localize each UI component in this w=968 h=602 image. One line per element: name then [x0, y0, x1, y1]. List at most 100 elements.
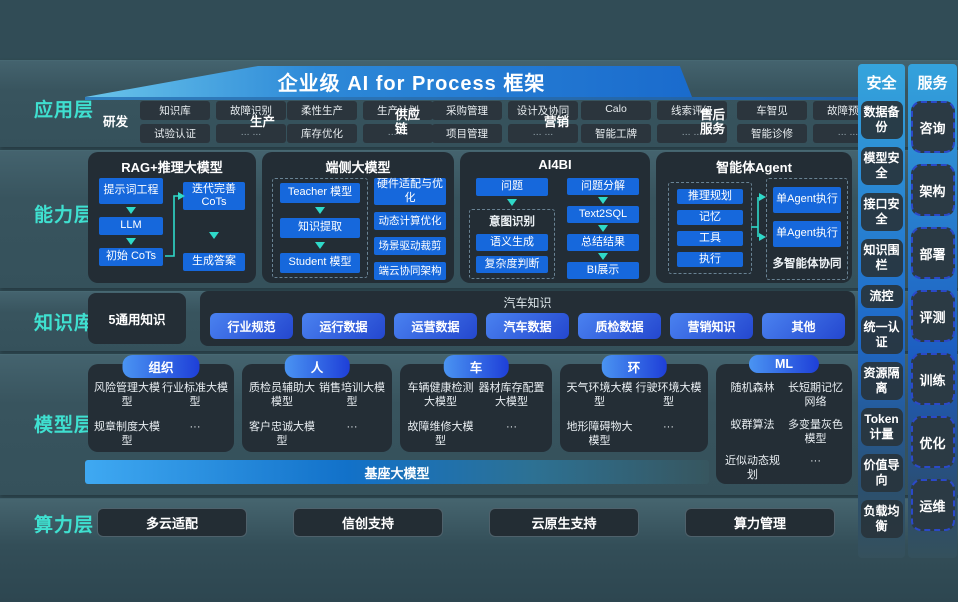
model-item-more: ···: [346, 420, 358, 433]
app-chip-more: ... ...: [216, 124, 286, 143]
security-item: 知识围栏: [860, 239, 903, 277]
label-knowledge-layer: 知识库: [34, 313, 95, 334]
edge-feature: 场景驱动裁剪: [374, 237, 446, 255]
app-chip-grid: Calo 线索评级 智能工牌 ... ...: [581, 101, 727, 143]
security-item: Token计量: [860, 408, 903, 446]
auto-knowledge-title: 汽车知识: [503, 296, 552, 310]
rag-step: 提示词工程: [99, 178, 163, 204]
model-item: 器材库存配置大模型: [478, 382, 545, 409]
model-group-environment: 环 天气环境大模型 行驶环境大模型 地形障碍物大模型 ···: [560, 355, 708, 452]
rag-step: LLM: [99, 217, 163, 235]
knowledge-pill: 运营数据: [394, 313, 477, 339]
security-item: 数据备份: [860, 101, 903, 139]
knowledge-pill: 其他: [762, 313, 845, 339]
app-chip: 故障识别: [216, 101, 286, 120]
app-chip-more: ... ...: [508, 124, 578, 143]
service-item: 评测: [910, 290, 955, 342]
app-chip: 库存优化: [287, 124, 357, 143]
arrow-down-icon: [315, 207, 325, 214]
arrow-down-icon: [126, 238, 136, 245]
banner-underline: [85, 97, 858, 100]
model-item-more: ···: [189, 420, 201, 433]
base-model-bar: 基座大模型: [85, 460, 709, 484]
app-chip: 采购管理: [432, 101, 502, 120]
general-knowledge-box: 5通用知识: [88, 293, 186, 344]
arrow-down-icon: [507, 199, 517, 206]
edge-feature: 硬件适配与优化: [374, 178, 446, 205]
label-capability-layer: 能力层: [34, 205, 95, 226]
model-item: 质检员辅助大模型: [249, 382, 315, 409]
model-item: 车辆健康检测大模型: [407, 382, 474, 409]
agent-executor: 单Agent执行: [773, 221, 841, 247]
app-chip-more: ... ...: [657, 124, 727, 143]
app-chip: 设计及协同: [508, 101, 578, 120]
agent-component: 记忆: [677, 210, 743, 225]
knowledge-pill: 营销知识: [670, 313, 753, 339]
model-item: 风险管理大模型: [94, 382, 160, 409]
security-item: 模型安全: [860, 147, 903, 185]
app-chip: 柔性生产: [287, 101, 357, 120]
arrow-down-icon: [598, 197, 608, 204]
app-group-marketing: 营销 Calo 线索评级 智能工牌 ... ...: [544, 101, 727, 143]
model-group-name: 车: [443, 355, 509, 378]
model-group-name: 组织: [122, 355, 200, 378]
service-item: 架构: [910, 164, 955, 216]
model-item-more: ···: [506, 420, 517, 433]
edge-pipeline-step: 知识提取: [280, 218, 360, 238]
model-group-organization: 组织 风险管理大模型 行业标准大模型 规章制度大模型 ···: [88, 355, 234, 452]
app-group-name: 生产: [250, 114, 276, 129]
ai4bi-step: 总结结果: [567, 234, 639, 251]
multi-agent-caption: 多智能体协同: [772, 258, 842, 270]
arrow-down-icon: [209, 232, 219, 239]
app-chip: 项目管理: [432, 124, 502, 143]
app-group-supply-chain: 供应链 采购管理 设计及协同 项目管理 ... ...: [395, 101, 578, 143]
security-item: 价值导向: [860, 454, 903, 492]
arrow-down-icon: [598, 225, 608, 232]
compute-chip: 多云适配: [97, 508, 247, 537]
model-item: 销售培训大模型: [319, 382, 385, 409]
intent-item: 复杂度判断: [476, 256, 548, 273]
app-chip: 智能工牌: [581, 124, 651, 143]
model-item: 近似动态规划: [725, 455, 780, 482]
card-title: AI4BI: [538, 157, 572, 172]
model-item: 地形障碍物大模型: [566, 420, 633, 447]
card-agent: 智能体Agent 推理规划 记忆 工具 执行 单Agent执行 单Agent执行…: [656, 152, 852, 283]
agent-component: 推理规划: [677, 189, 743, 204]
intent-item: 语义生成: [476, 234, 548, 251]
model-group-people: 人 质检员辅助大模型 销售培训大模型 客户忠诚大模型 ···: [242, 355, 392, 452]
model-item: 长短期记忆网络: [788, 382, 843, 409]
rag-step: 生成答案: [183, 253, 245, 271]
app-group-name: 研发: [103, 114, 129, 129]
model-item: 行业标准大模型: [162, 382, 228, 409]
arrow-down-icon: [598, 253, 608, 260]
security-title: 安全: [866, 75, 897, 92]
rag-step: 迭代完善CoTs: [183, 182, 245, 210]
model-item: 多变量灰色模型: [788, 418, 843, 445]
compute-chip: 信创支持: [293, 508, 443, 537]
agent-component: 执行: [677, 252, 743, 267]
app-chip-grid: 知识库 故障识别 试验认证 ... ...: [140, 101, 286, 143]
app-chip-grid: 采购管理 设计及协同 项目管理 ... ...: [432, 101, 578, 143]
model-group-name: ML: [748, 355, 820, 373]
arrow-down-icon: [126, 207, 136, 214]
app-group-name: 供应链: [395, 107, 421, 136]
auto-knowledge-box: 汽车知识 行业规范 运行数据 运营数据 汽车数据 质检数据 营销知识 其他: [200, 291, 855, 346]
security-item: 流控: [860, 285, 903, 308]
card-edge-model: 端侧大模型 Teacher 模型 知识提取 Student 模型 硬件适配与优化…: [262, 152, 454, 283]
security-item: 资源隔离: [860, 362, 903, 400]
app-chip: 智能诊修: [737, 124, 807, 143]
security-item: 统一认证: [860, 316, 903, 354]
app-group-rnd: 研发 知识库 故障识别 试验认证 ... ...: [103, 101, 286, 143]
model-item: 蚁群算法: [730, 418, 775, 431]
services-title: 服务: [917, 75, 948, 92]
model-item: 行驶环境大模型: [635, 382, 702, 409]
service-item: 优化: [910, 416, 955, 468]
label-compute-layer: 算力层: [34, 515, 95, 536]
card-rag-reasoning: RAG+推理大模型 提示词工程 LLM 初始 CoTs 迭代完善CoTs 生成答…: [88, 152, 256, 283]
app-chip: Calo: [581, 101, 651, 120]
edge-pipeline-step: Teacher 模型: [280, 183, 360, 203]
security-item: 接口安全: [860, 193, 903, 231]
card-ai4bi: AI4BI 问题 意图识别 语义生成 复杂度判断 问题分解 Text2SQL 总…: [460, 152, 650, 283]
card-title: RAG+推理大模型: [121, 160, 223, 175]
